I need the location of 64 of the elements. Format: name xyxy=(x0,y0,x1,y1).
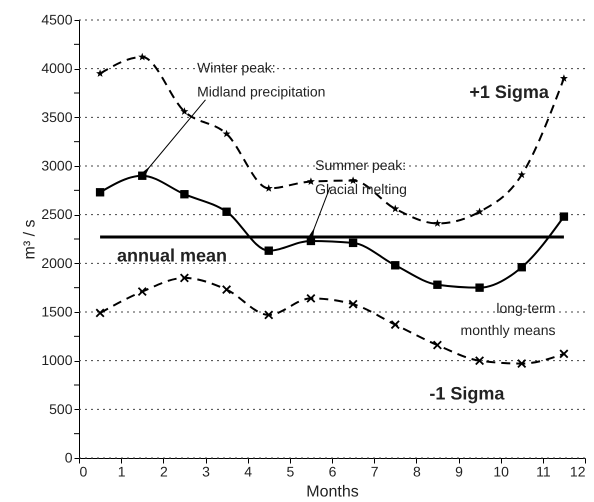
point xyxy=(474,356,484,366)
x-tick-label: 11 xyxy=(536,464,551,480)
x-tick-label: 0 xyxy=(80,464,88,480)
x-tick-label: 12 xyxy=(570,464,586,480)
point xyxy=(348,238,358,248)
point xyxy=(138,286,147,296)
point xyxy=(222,208,231,216)
y-tick-label: 1000 xyxy=(41,352,73,368)
point xyxy=(391,261,400,270)
point xyxy=(349,176,358,184)
x-tick-label: 4 xyxy=(244,464,252,480)
point xyxy=(433,280,442,289)
x-tick-label: 8 xyxy=(412,464,421,480)
point xyxy=(391,204,400,212)
point xyxy=(180,273,190,283)
y-tick-label: 500 xyxy=(49,400,73,417)
point xyxy=(180,107,188,115)
legend-label: annual mean xyxy=(116,246,227,266)
point xyxy=(518,263,526,272)
y-tick-label: 3500 xyxy=(41,108,73,125)
y-axis-title: m³ / s xyxy=(21,220,38,260)
x-tick-label: 7 xyxy=(370,464,379,480)
series-label: -1 Sigma xyxy=(429,384,506,404)
point xyxy=(264,246,273,255)
point xyxy=(306,177,315,185)
x-tick-label: 10 xyxy=(493,464,510,480)
y-tick-label: 1500 xyxy=(41,304,73,320)
annotation: Summer peak: Glacial melting xyxy=(315,157,407,197)
point xyxy=(96,69,104,77)
y-tick-label: 2500 xyxy=(41,206,73,222)
x-tick-label: 1 xyxy=(118,464,126,480)
point xyxy=(476,208,484,216)
point xyxy=(138,52,146,60)
point xyxy=(96,188,104,196)
point xyxy=(518,170,526,178)
y-tick-label: 0 xyxy=(64,450,73,466)
x-axis-title: Months xyxy=(306,484,359,500)
point xyxy=(95,308,105,318)
point xyxy=(180,190,189,198)
point xyxy=(222,130,231,138)
point xyxy=(264,310,274,320)
x-tick-label: 6 xyxy=(328,464,337,480)
series-label: long-term monthly means xyxy=(460,300,556,338)
point xyxy=(559,349,569,359)
point xyxy=(433,219,442,227)
point xyxy=(390,320,400,330)
y-tick-label: 4000 xyxy=(41,60,73,76)
point xyxy=(222,284,232,294)
point xyxy=(432,340,442,350)
x-tick-label: 9 xyxy=(455,464,464,480)
point xyxy=(348,300,358,309)
annotation: Winter peak: Midland precipitation xyxy=(197,60,326,100)
point xyxy=(306,294,316,304)
x-tick-label: 5 xyxy=(286,464,294,480)
y-tick-label: 4500 xyxy=(41,12,73,28)
point xyxy=(517,358,526,368)
point xyxy=(560,74,568,82)
x-tick-label: 3 xyxy=(202,464,210,480)
point xyxy=(560,212,568,221)
series-label: +1 Sigma xyxy=(469,82,550,102)
x-tick-label: 2 xyxy=(160,464,168,480)
y-tick-label: 3000 xyxy=(41,158,73,174)
y-tick-label: 2000 xyxy=(41,254,73,271)
point xyxy=(475,283,484,292)
